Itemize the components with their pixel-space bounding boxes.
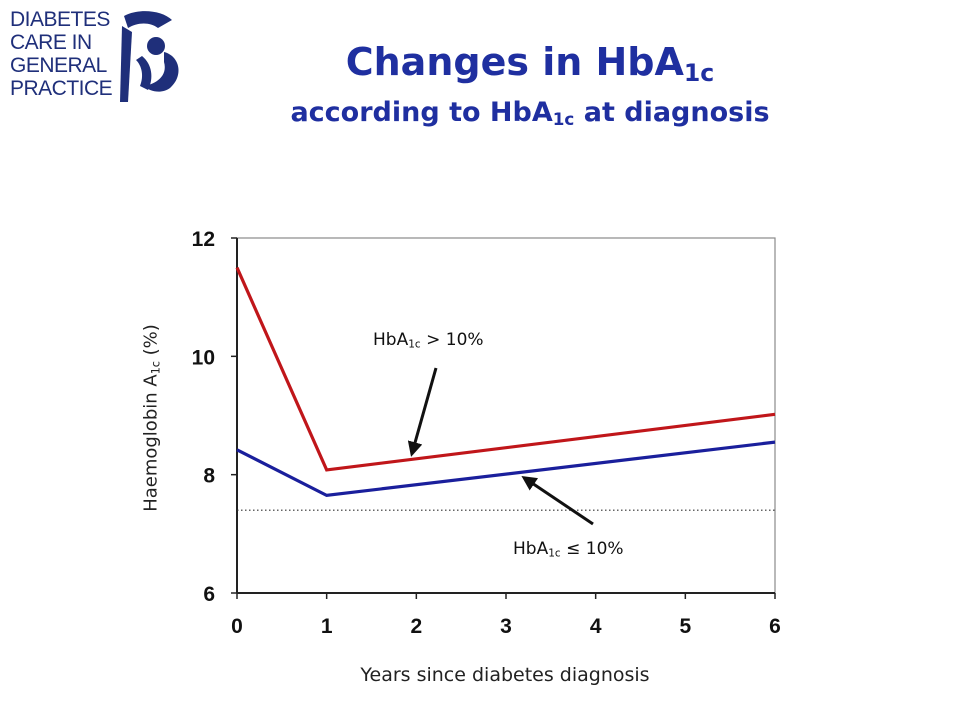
plot-border [236,237,776,594]
y-tick-label: 8 [203,465,215,488]
series-line-high [235,266,776,472]
y-tick-label: 12 [192,228,215,251]
logo-line-1: DIABETES [10,8,110,31]
x-tick-label: 4 [590,615,602,638]
annotation-arrow-high [407,367,438,457]
x-tick-label: 2 [410,615,422,638]
logo-line-4: PRACTICE [10,77,113,100]
logo: DIABETES CARE IN GENERAL PRACTICE [0,0,200,115]
plot-frame [231,237,776,599]
x-tick-label: 1 [321,615,333,638]
x-tick-label: 3 [500,615,512,638]
logo-line-3: GENERAL [10,54,107,77]
logo-line-2: CARE IN [10,31,92,54]
series-group [235,266,776,498]
annotation-high-hba1c: HbA1c > 10% [373,330,484,351]
y-axis-label: Haemoglobin A1c (%) [140,324,163,512]
y-tick-label: 10 [192,346,215,369]
series-line-low [236,440,776,498]
chart-subtitle: according to HbA1c at diagnosis [290,97,770,130]
annotation-arrows [407,367,594,526]
chart-title: Changes in HbA1c [345,40,715,87]
x-tick-label: 0 [231,615,243,638]
x-tick-label: 5 [679,615,691,638]
y-tick-labels: 6 8 10 12 [192,228,216,606]
y-tick-label: 6 [203,583,215,606]
annotation-low-hba1c: HbA1c ≤ 10% [513,539,624,560]
logo-figure-icon [120,11,179,102]
x-tick-labels: 0 1 2 3 4 5 6 [231,615,781,638]
x-tick-label: 6 [769,615,781,638]
annotation-arrow-low [521,475,594,526]
x-axis-label: Years since diabetes diagnosis [360,664,650,686]
